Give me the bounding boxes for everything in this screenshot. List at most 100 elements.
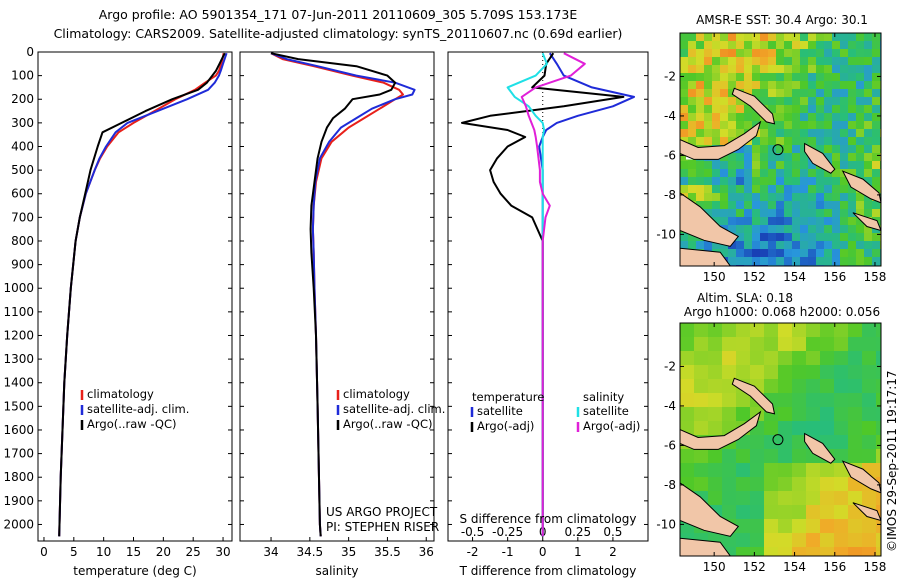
map-cell <box>856 249 865 258</box>
map-cell <box>792 393 807 408</box>
map-cell <box>862 393 877 408</box>
plot-frame-temperature <box>37 51 233 542</box>
map-cell <box>778 379 793 394</box>
legend-label: Argo(..raw -QC) <box>343 417 433 431</box>
map-x-tick-label: 150 <box>703 560 726 574</box>
map-y-tick-label: -2 <box>664 359 676 373</box>
map-cell <box>728 41 737 50</box>
map-cell <box>834 505 849 520</box>
map-cell <box>736 547 751 556</box>
map-cell <box>876 351 881 366</box>
map-cell <box>832 161 841 170</box>
map-cell <box>752 241 761 250</box>
map-cell <box>808 89 817 98</box>
map-cell <box>778 393 793 408</box>
map-cell <box>736 491 751 506</box>
map-cell <box>862 337 877 352</box>
map-cell <box>834 323 849 338</box>
map-cell <box>778 519 793 534</box>
map-cell <box>856 169 865 178</box>
map-cell <box>688 121 697 130</box>
map-cell <box>720 193 729 202</box>
map-cell <box>776 169 785 178</box>
map-cell <box>862 323 877 338</box>
map-cell <box>712 177 721 186</box>
map-cell <box>750 505 765 520</box>
map-cell <box>728 57 737 66</box>
map-cell <box>736 201 745 210</box>
map-cell <box>800 129 809 138</box>
map-cell <box>806 463 821 478</box>
map-x-tick-label: 156 <box>823 560 846 574</box>
map-cell <box>808 209 817 218</box>
map-cell <box>776 49 785 58</box>
map-cell <box>722 449 737 464</box>
map-frame <box>679 32 882 267</box>
map-cell <box>856 217 865 226</box>
top-tick-label: -0.5 <box>461 525 484 539</box>
map-cell <box>848 379 863 394</box>
map-cell <box>848 145 857 154</box>
map-cell <box>820 323 835 338</box>
map-cell <box>834 365 849 380</box>
map-cell <box>708 351 723 366</box>
map-cell <box>862 407 877 422</box>
map-cell <box>820 533 835 548</box>
map-cell <box>800 97 809 106</box>
map-cell <box>840 137 849 146</box>
map-cell <box>688 57 697 66</box>
map-cell <box>728 225 737 234</box>
map-cell <box>864 81 873 90</box>
map-cell <box>680 89 689 98</box>
map-cell <box>832 153 841 162</box>
sla-map: 150 152 154 156 158 -2 -4 -6 -8 -10 <box>656 322 886 574</box>
map-cell <box>776 153 785 162</box>
map-cell <box>736 351 751 366</box>
map-cell <box>760 89 769 98</box>
map-cell <box>768 257 777 266</box>
map-cell <box>760 41 769 50</box>
map-cell <box>848 421 863 436</box>
map-cell <box>834 519 849 534</box>
map-cell <box>876 491 881 506</box>
map-cell <box>720 161 729 170</box>
map-cell <box>840 57 849 66</box>
map-cell <box>832 129 841 138</box>
map-cell <box>800 153 809 162</box>
map-cell <box>704 193 713 202</box>
map-cell <box>744 209 753 218</box>
map-cell <box>808 33 817 42</box>
map-cell <box>720 137 729 146</box>
map-cell <box>820 421 835 436</box>
x-tick-label: 15 <box>126 545 141 559</box>
map-cell <box>784 153 793 162</box>
map-cell <box>728 209 737 218</box>
map-cell <box>720 49 729 58</box>
map-cell <box>816 145 825 154</box>
map-cell <box>840 249 849 258</box>
map-cell <box>736 217 745 226</box>
map-cell <box>760 97 769 106</box>
map-y-tick-label: -6 <box>664 148 676 162</box>
map-cell <box>856 145 865 154</box>
map-cell <box>680 161 689 170</box>
s-difference-axis-label: S difference from climatology <box>460 512 637 526</box>
map-cell <box>704 161 713 170</box>
map-cell <box>864 153 873 162</box>
pi-label: PI: STEPHEN RISER <box>326 520 439 534</box>
map-cell <box>688 33 697 42</box>
map-cell <box>820 463 835 478</box>
map-cell <box>808 65 817 74</box>
map-cell <box>768 249 777 258</box>
map-cell <box>816 177 825 186</box>
map-cell <box>712 217 721 226</box>
map-cell <box>760 177 769 186</box>
map-cell <box>816 249 825 258</box>
map-cell <box>776 225 785 234</box>
map-cell <box>848 113 857 122</box>
map-cell <box>712 89 721 98</box>
map-cell <box>728 241 737 250</box>
map-cell <box>776 177 785 186</box>
map-cell <box>824 217 833 226</box>
map-cell <box>872 177 881 186</box>
